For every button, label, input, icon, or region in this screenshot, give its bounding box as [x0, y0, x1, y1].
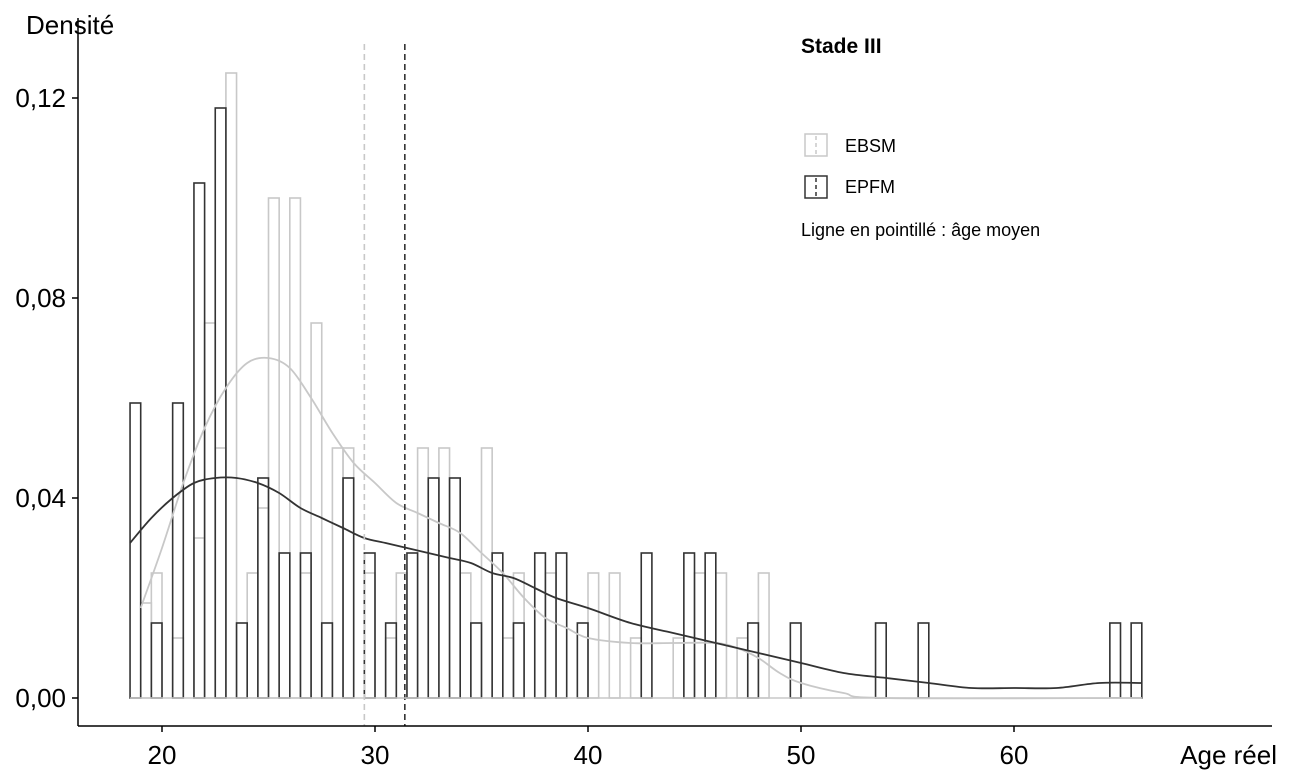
epfm-bar-8: [299, 552, 312, 699]
mean-lines: [130, 44, 1142, 726]
epfm-bar-0: [129, 402, 142, 699]
ebsm-bars: [139, 72, 770, 699]
ebsm-bar-19: [438, 447, 451, 699]
ebsm-bar-18: [416, 447, 430, 699]
legend-key-ebsm: [804, 133, 828, 157]
ebsm-bar-0: [139, 602, 153, 699]
x-axis-label: Age réel: [1180, 740, 1277, 770]
epfm-bars: [129, 107, 1143, 699]
legend: EBSM EPFM Ligne en pointillé : âge moyen: [801, 133, 1040, 240]
ebsm-bar-27: [629, 637, 643, 699]
ebsm-bar-7: [246, 572, 259, 699]
epfm-bar-24: [704, 552, 717, 699]
y-axis-label: Densité: [26, 10, 114, 40]
ebsm-bar-11: [299, 572, 312, 699]
ebsm-bar-22: [501, 637, 515, 699]
ebsm-bar-28: [672, 637, 685, 699]
epfm-bar-23: [683, 552, 696, 699]
epfm-bar-1: [150, 622, 163, 699]
epfm-bar-30: [1130, 622, 1143, 699]
ebsm-bar-15: [363, 572, 376, 699]
density-curves: [129, 356, 1142, 700]
x-tick-label-2: 40: [574, 740, 603, 770]
x-ticks: 20 30 40 50 60: [148, 726, 1029, 770]
y-ticks: 0,00 0,04 0,08 0,12: [15, 83, 78, 713]
y-tick-label-2: 0,08: [15, 283, 66, 313]
epfm-bar-11: [363, 552, 376, 699]
epfm-bar-25: [746, 622, 760, 699]
epfm-bar-27: [874, 622, 887, 699]
ebsm-bar-5: [214, 447, 227, 699]
epfm-bar-29: [1109, 622, 1122, 699]
ebsm-bar-14: [342, 447, 355, 699]
ebsm-bar-4: [203, 322, 217, 699]
epfm-bar-16: [470, 622, 483, 699]
ebsm-bar-25: [587, 572, 600, 699]
ebsm-bar-29: [693, 572, 706, 699]
epfm-bar-7: [278, 552, 291, 699]
y-tick-label-1: 0,04: [15, 483, 66, 513]
ebsm-bar-30: [714, 572, 728, 699]
x-tick-label-0: 20: [148, 740, 177, 770]
ebsm-bar-1: [150, 572, 163, 699]
epfm-bar-2: [171, 402, 185, 699]
ebsm-bar-32: [757, 572, 770, 699]
epfm-bar-15: [448, 477, 461, 699]
ebsm-bar-2: [171, 637, 185, 699]
y-tick-label-0: 0,00: [15, 683, 66, 713]
legend-note: Ligne en pointillé : âge moyen: [801, 220, 1040, 240]
epfm-bar-19: [533, 552, 547, 699]
ebsm-bar-10: [288, 197, 302, 699]
x-tick-label-4: 60: [1000, 740, 1029, 770]
x-tick-label-3: 50: [787, 740, 816, 770]
legend-label-epfm: EPFM: [845, 177, 895, 197]
ebsm-bar-26: [608, 572, 621, 699]
ebsm-bar-9: [267, 197, 280, 699]
ebsm-bar-16: [384, 637, 398, 699]
y-tick-label-3: 0,12: [15, 83, 66, 113]
ebsm-bar-24: [544, 572, 557, 699]
ebsm-bar-13: [331, 447, 344, 699]
epfm-bar-10: [342, 477, 355, 699]
epfm-bar-12: [384, 622, 398, 699]
epfm-bar-9: [320, 622, 334, 699]
legend-key-epfm: [804, 175, 828, 199]
legend-label-ebsm: EBSM: [845, 136, 896, 156]
ebsm-bar-31: [736, 637, 749, 699]
epfm-bar-28: [917, 622, 930, 699]
epfm-density-curve: [129, 476, 1142, 690]
ebsm-bar-3: [193, 537, 206, 699]
ebsm-bar-20: [459, 572, 472, 699]
epfm-bar-6: [257, 477, 270, 699]
epfm-bar-14: [427, 477, 440, 699]
ebsm-density-curve: [139, 356, 1142, 700]
epfm-bar-18: [512, 622, 525, 699]
ebsm-bar-8: [257, 507, 270, 699]
ebsm-bar-12: [310, 322, 323, 699]
x-tick-label-1: 30: [361, 740, 390, 770]
epfm-bar-5: [235, 622, 249, 699]
epfm-bar-13: [406, 552, 419, 699]
chart-title: Stade III: [801, 35, 882, 58]
